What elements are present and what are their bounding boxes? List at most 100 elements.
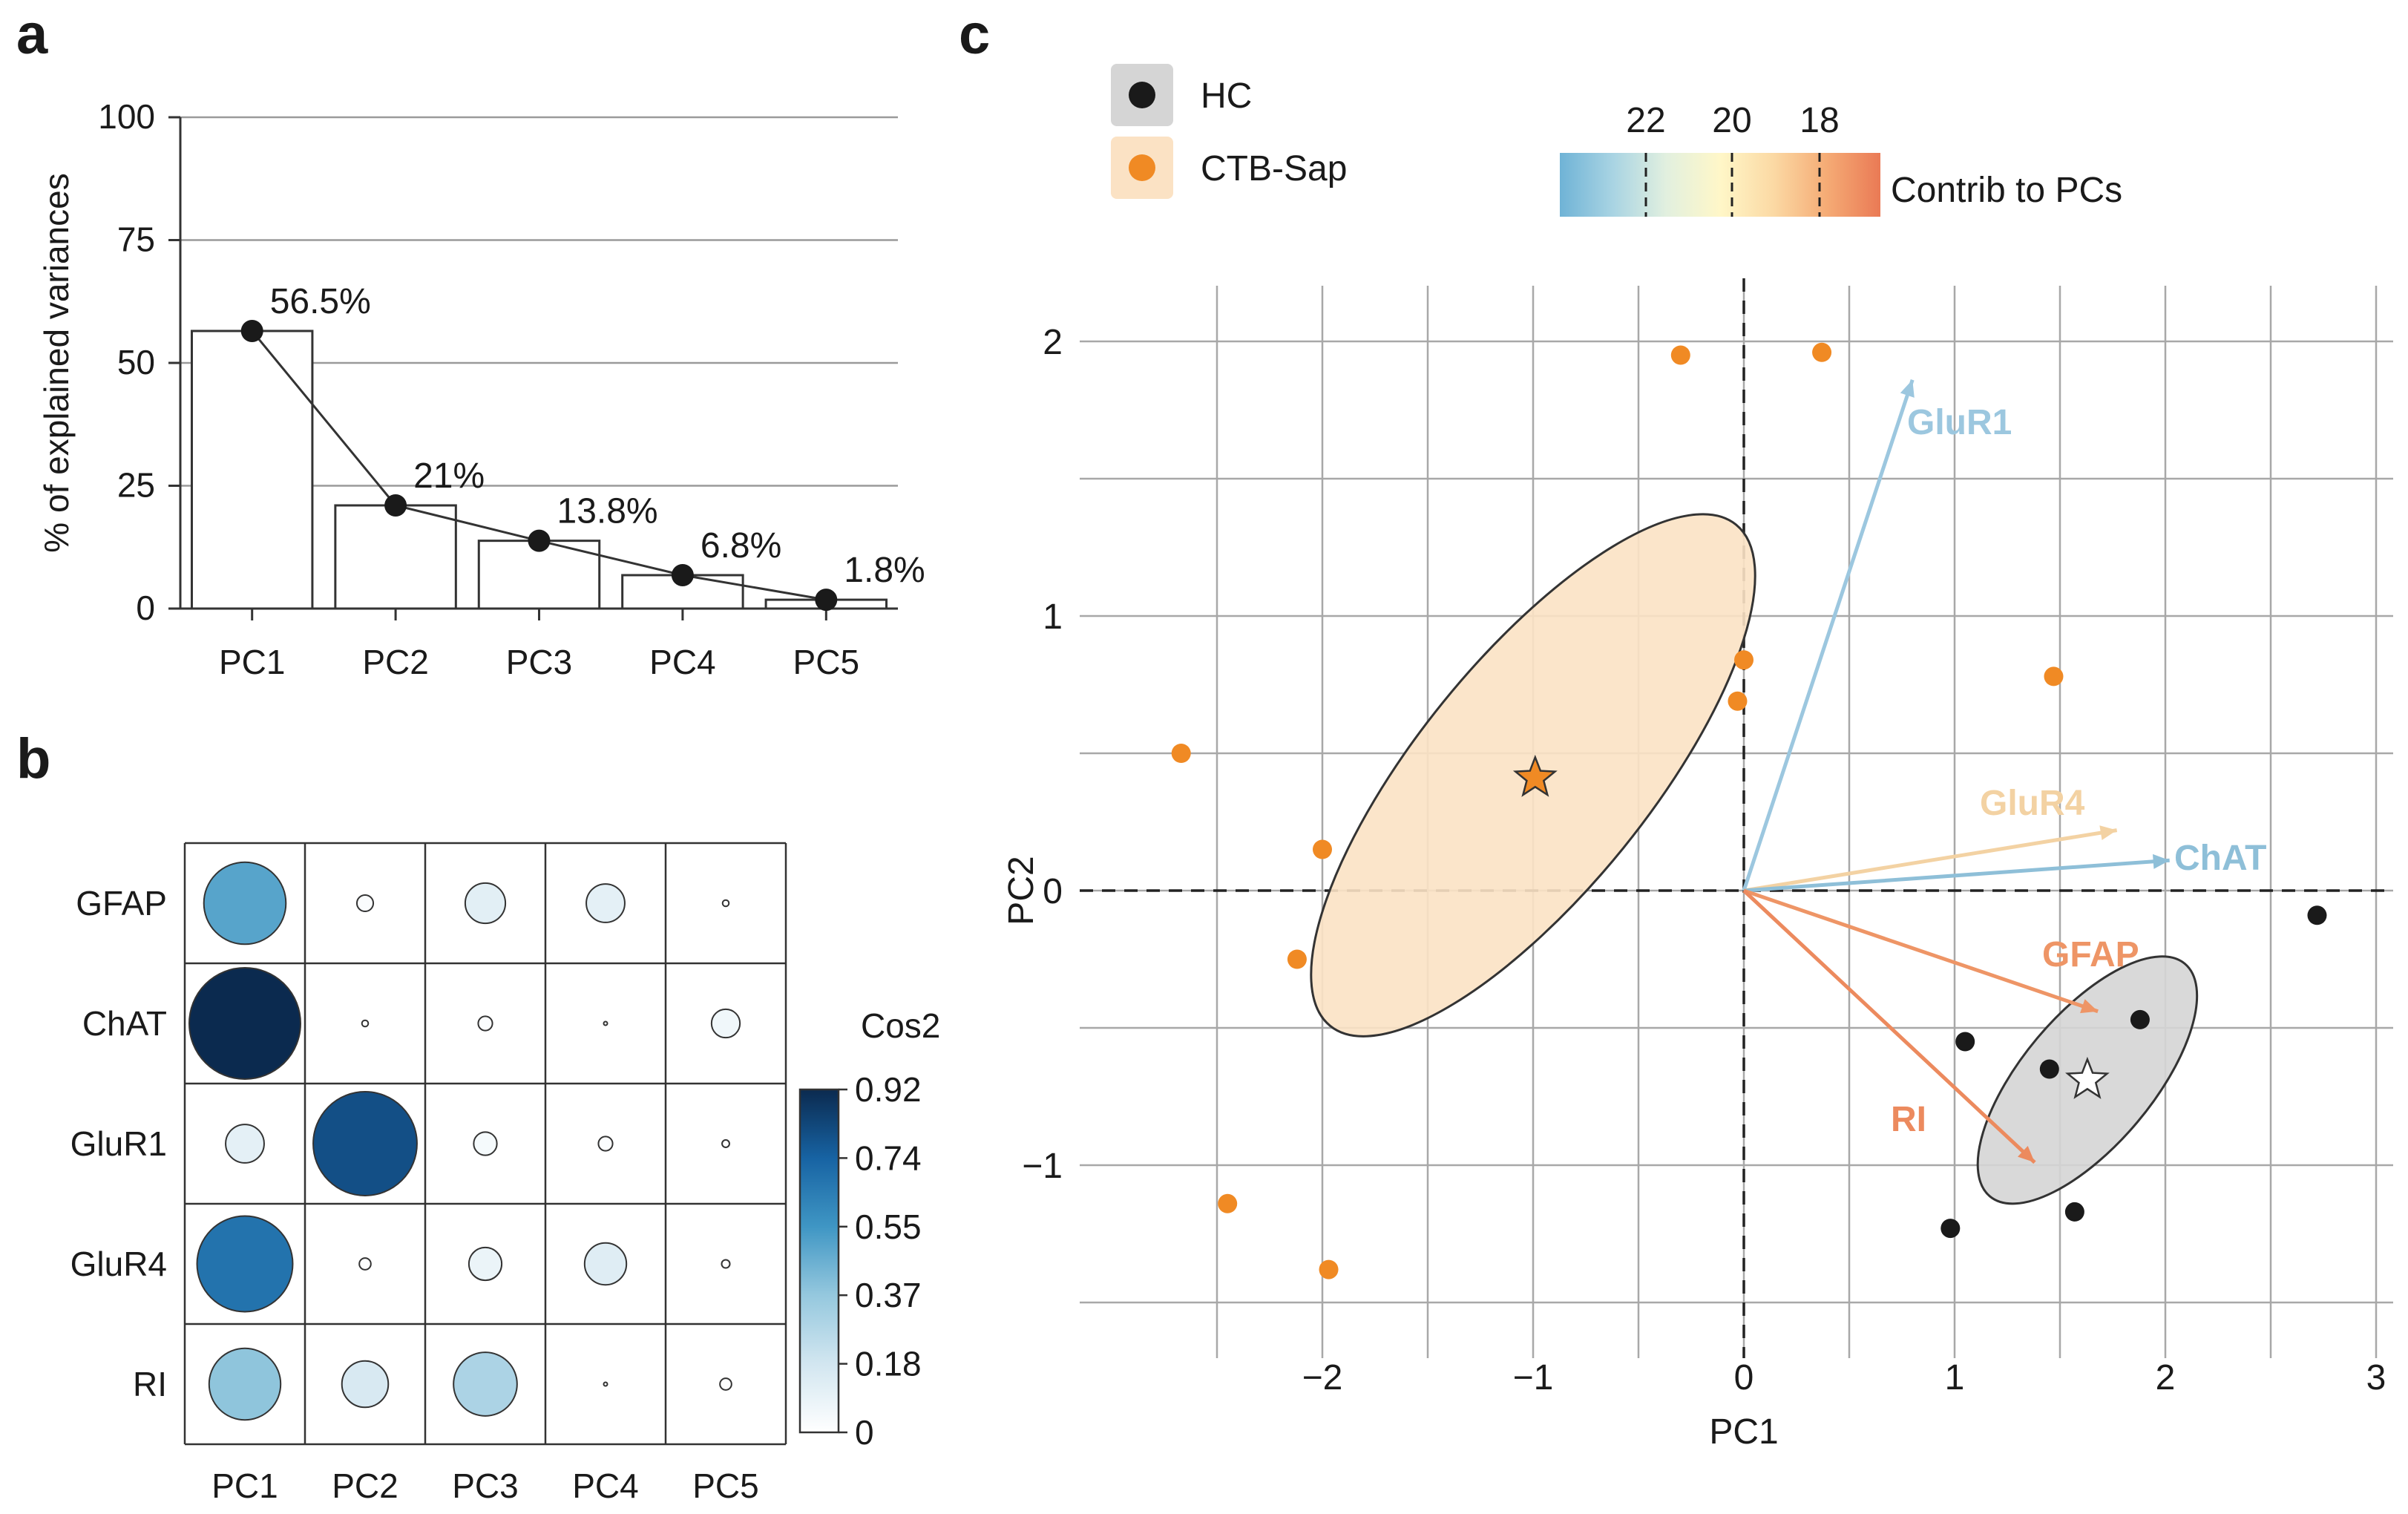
x-tick-label: PC1 — [219, 643, 285, 681]
cos2-circle-glur1-pc1 — [225, 1124, 265, 1164]
data-label: 56.5% — [270, 282, 371, 321]
row-label: GFAP — [76, 884, 167, 923]
cos2-circle-gfap-pc1 — [203, 861, 287, 946]
cos2-circle-glur1-pc5 — [721, 1139, 730, 1148]
cos2-circle-glur4-pc3 — [468, 1246, 503, 1282]
row-label: RI — [133, 1365, 167, 1403]
cos2-circle-ri-pc4 — [603, 1381, 608, 1387]
x-tick-label: 3 — [2366, 1358, 2386, 1397]
point-ctb-sap — [1734, 650, 1753, 670]
cos2-correlation-plot: GFAP ChAT GluR1 GluR4 RI PC1 PC2 PC3 PC4 PC5 Cos2 0… — [70, 842, 940, 1505]
bar-pc1 — [190, 330, 314, 610]
loading-label-glur4: GluR4 — [1980, 784, 2085, 823]
y-tick-label: 50 — [117, 343, 155, 381]
legend-label-hc: HC — [1201, 76, 1252, 116]
cos2-circle-gfap-pc5 — [721, 899, 730, 908]
y-axis-label: PC2 — [1002, 856, 1041, 925]
point-hc — [2039, 1059, 2059, 1079]
cos2-circle-glur1-pc4 — [597, 1136, 614, 1152]
cos2-circle-gfap-pc2 — [355, 894, 375, 913]
variance-point — [815, 589, 838, 612]
cos2-circle-chat-pc4 — [603, 1020, 608, 1026]
loading-arrowhead — [1900, 379, 1915, 398]
x-tick-label: 2 — [2156, 1358, 2176, 1397]
cos2-circle-ri-pc1 — [208, 1347, 282, 1421]
point-ctb-sap — [1670, 345, 1690, 365]
loading-arrow-chat — [1743, 858, 2170, 893]
x-tick-label: PC2 — [362, 643, 428, 681]
cos2-circle-glur4-pc1 — [196, 1215, 294, 1313]
colorbar-tick-label: 0.55 — [855, 1207, 922, 1246]
x-tick-label: PC4 — [649, 643, 715, 681]
point-ctb-sap — [1313, 839, 1332, 859]
legend-swatch-dot — [1129, 154, 1155, 181]
y-tick-label: 0 — [1043, 872, 1063, 911]
y-tick-label: 2 — [1043, 323, 1063, 362]
legend-label-ctb-sap: CTB-Sap — [1201, 149, 1347, 189]
col-label: PC1 — [211, 1467, 278, 1505]
row-label: ChAT — [82, 1004, 167, 1043]
variance-point — [240, 319, 263, 342]
y-tick-label: 100 — [98, 97, 155, 136]
loading-arrow-ri — [1742, 889, 2036, 1164]
loading-arrow-glur4 — [1743, 828, 2118, 893]
loading-label-glur1: GluR1 — [1907, 403, 2012, 442]
contrib-colorbar — [1560, 153, 1880, 217]
cos2-circle-ri-pc5 — [719, 1377, 732, 1391]
contrib-colorbar-tick-label: 18 — [1800, 101, 1839, 140]
cos2-circle-gfap-pc3 — [464, 882, 507, 925]
point-hc — [1955, 1032, 1975, 1052]
variance-point — [384, 494, 407, 517]
bar-pc3 — [477, 540, 601, 610]
point-ctb-sap — [1287, 949, 1307, 969]
cos2-circle-chat-pc5 — [710, 1008, 741, 1039]
col-label: PC4 — [572, 1467, 638, 1505]
variance-point — [671, 563, 694, 586]
data-label: 6.8% — [701, 526, 781, 566]
contrib-colorbar-tick-label: 20 — [1712, 101, 1751, 140]
colorbar-tick-label: 0.92 — [855, 1070, 922, 1109]
x-tick-label: 0 — [1734, 1358, 1754, 1397]
panel-label-b: b — [16, 727, 50, 790]
cos2-circle-glur4-pc5 — [721, 1259, 731, 1269]
col-label: PC3 — [452, 1467, 518, 1505]
colorbar-tick-label: 0.74 — [855, 1138, 922, 1177]
data-label: 13.8% — [557, 492, 658, 531]
point-hc — [1940, 1219, 1961, 1239]
cos2-circle-chat-pc3 — [477, 1015, 493, 1032]
y-axis-label: % of explained variances — [37, 173, 76, 552]
row-label: GluR1 — [70, 1124, 167, 1163]
y-tick-label: −1 — [1022, 1147, 1063, 1186]
cos2-circle-glur4-pc2 — [358, 1257, 372, 1271]
variance-point — [528, 529, 551, 552]
point-ctb-sap — [1171, 744, 1191, 763]
panel-label-c: c — [959, 3, 990, 66]
data-label: 1.8% — [844, 551, 925, 590]
col-label: PC2 — [332, 1467, 398, 1505]
cos2-circle-gfap-pc4 — [585, 883, 626, 923]
x-tick-label: PC5 — [793, 643, 859, 681]
point-ctb-sap — [1812, 342, 1832, 362]
y-tick-label: 25 — [117, 466, 155, 505]
panel-label-a: a — [16, 3, 48, 66]
colorbar-tick-label: 0.18 — [855, 1345, 922, 1383]
point-hc — [2307, 905, 2327, 925]
cos2-circle-ri-pc3 — [453, 1351, 518, 1417]
colorbar-title: Cos2 — [861, 1006, 940, 1045]
centroid-star-hc — [2064, 1056, 2110, 1099]
loading-arrowhead — [2080, 999, 2099, 1014]
centroid-star-ctb-sap — [1512, 754, 1558, 797]
pca-biplot: GluR1 GluR4 ChAT GFAP RI −2 −1 0 1 2 3 −1 0 1 2 PC1 PC2 H… — [1002, 64, 2393, 1452]
y-tick-label: 0 — [136, 589, 155, 627]
cos2-colorbar — [798, 1088, 840, 1434]
bar-pc2 — [334, 504, 457, 610]
x-tick-label: PC3 — [506, 643, 572, 681]
point-ctb-sap — [1728, 691, 1748, 711]
point-ctb-sap — [1319, 1259, 1339, 1279]
cos2-circle-glur1-pc2 — [312, 1091, 418, 1196]
x-axis-label: PC1 — [1709, 1412, 1778, 1452]
point-ctb-sap — [2044, 666, 2064, 686]
cos2-circle-chat-pc2 — [361, 1019, 370, 1028]
colorbar-tick-label: 0.37 — [855, 1276, 922, 1314]
row-label: GluR4 — [70, 1245, 167, 1283]
